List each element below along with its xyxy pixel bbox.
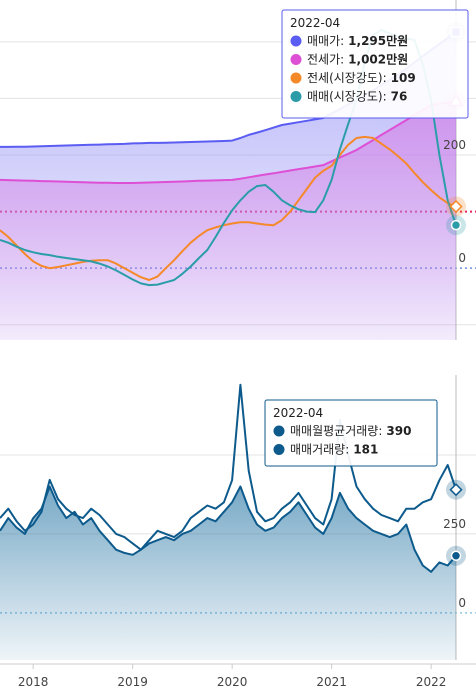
- tooltip-item: 전세(시장강도): 109: [307, 71, 416, 85]
- y-tick-label: 0: [458, 251, 466, 265]
- marker: [450, 550, 462, 561]
- tooltip-separator: :: [378, 424, 382, 438]
- area: [0, 486, 456, 660]
- tooltip-swatch: [273, 444, 285, 455]
- tooltip-series-name: 전세가: [307, 53, 340, 67]
- y-tick-label: 250: [443, 517, 466, 531]
- marker: [450, 219, 462, 231]
- tooltip-swatch: [290, 91, 302, 102]
- tooltip-separator: :: [340, 34, 344, 48]
- tooltip-item: 매매가: 1,295만원: [307, 33, 408, 48]
- tooltip-series-name: 매매거래량: [290, 443, 345, 457]
- tooltip-item: 매매월평균거래량: 390: [290, 424, 411, 438]
- tooltip-title: 2022-04: [273, 406, 323, 420]
- x-tick-label: 2022: [416, 675, 447, 689]
- x-tick-label: 2020: [217, 675, 248, 689]
- tooltip-value: 181: [353, 443, 378, 457]
- tooltip-item: 매매거래량: 181: [290, 443, 378, 457]
- tooltip-box: [264, 399, 438, 467]
- tooltip-separator: :: [383, 71, 387, 85]
- tooltip-box: [281, 9, 469, 119]
- tooltip-item: 전세가: 1,002만원: [307, 52, 408, 67]
- tooltip-title: 2022-04: [290, 16, 340, 30]
- y-tick-label: 200: [443, 138, 466, 152]
- marker: [449, 199, 463, 214]
- series-line: [0, 485, 457, 573]
- tooltip-swatch: [273, 425, 285, 437]
- tooltip-series-name: 매매가: [307, 34, 340, 48]
- tooltip-separator: :: [345, 443, 349, 457]
- x-tick-label: 2019: [117, 675, 148, 689]
- tooltip-series-name: 매매(시장강도): [307, 90, 383, 104]
- y-tick-label: 0: [458, 596, 466, 610]
- tooltip-series-name: 매매월평균거래량: [290, 424, 378, 438]
- tooltip-value: 109: [391, 71, 416, 85]
- area: [0, 101, 456, 340]
- marker: [449, 483, 463, 497]
- tooltip-swatch: [290, 35, 302, 47]
- tooltip-value: 1,002만원: [348, 52, 408, 67]
- tooltip-series-name: 전세(시장강도): [307, 71, 383, 85]
- tooltip-item: 매매(시장강도): 76: [307, 90, 407, 104]
- x-tick-label: 2021: [316, 675, 347, 689]
- tooltip-swatch: [290, 72, 302, 84]
- series-line: [0, 100, 457, 184]
- tooltip-swatch: [290, 54, 302, 65]
- x-tick-label: 2018: [18, 675, 49, 689]
- tooltip-value: 390: [386, 424, 411, 438]
- tooltip-separator: :: [383, 90, 387, 104]
- series-line: [0, 135, 457, 281]
- tooltip-value: 1,295만원: [348, 33, 408, 48]
- tooltip-value: 76: [391, 90, 408, 104]
- tooltip-separator: :: [340, 53, 344, 67]
